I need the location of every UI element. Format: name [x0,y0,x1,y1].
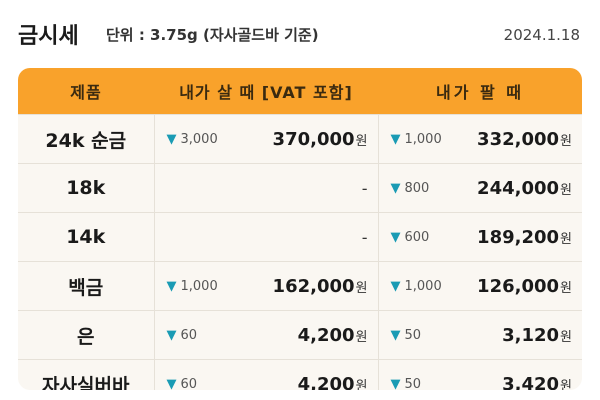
page-header: 금시세 단위 : 3.75g (자사골드바 기준) 2024.1.18 [0,0,600,62]
triangle-down-icon: ▼ [166,131,177,147]
sell-price-value: 126,000 [477,275,560,297]
buy-price-empty: - [361,227,368,247]
buy-change: ▼ 1,000 [167,279,218,294]
currency-unit: 원 [560,329,572,345]
buy-change: ▼ 3,000 [167,132,218,147]
product-name: 은 [18,310,154,360]
triangle-down-icon: ▼ [390,327,401,343]
sell-price: 332,000원 [477,129,572,150]
sell-change-value: 50 [404,376,422,391]
product-name: 자사실버바 [18,359,154,390]
buy-cell: - [153,212,378,262]
triangle-down-icon: ▼ [390,278,401,294]
sell-cell: ▼ 1,000 126,000원 [377,261,582,311]
currency-unit: 원 [560,378,572,391]
buy-change-value: 60 [180,376,198,391]
sell-cell: ▼ 50 3,420원 [377,359,582,391]
buy-price-value: 4,200 [297,373,355,391]
triangle-down-icon: ▼ [390,376,401,391]
currency-unit: 원 [355,280,368,296]
buy-price: 4,200원 [298,325,368,346]
currency-unit: 원 [560,280,572,296]
sell-cell: ▼ 50 3,120원 [377,310,582,360]
product-name: 18k [18,163,154,213]
sell-change-value: 600 [404,229,430,245]
sell-cell: ▼ 600 189,200원 [377,212,582,262]
sell-cell: ▼ 800 244,000원 [377,163,582,213]
sell-price-value: 3,120 [502,324,560,346]
triangle-down-icon: ▼ [166,327,177,343]
triangle-down-icon: ▼ [390,180,401,196]
buy-change-value: 60 [180,327,198,343]
sell-price: 3,120원 [502,325,572,346]
table-header: 제품 내가 살 때 [VAT 포함] 내가 팔 때 [18,68,582,115]
column-header-sell: 내가 팔 때 [378,68,582,115]
buy-cell: ▼ 1,000 162,000원 [153,261,378,311]
column-header-product: 제품 [18,68,154,115]
sell-price-value: 244,000 [477,177,560,199]
currency-unit: 원 [560,231,572,247]
sell-price-value: 189,200 [477,226,560,248]
table-row: 백금 ▼ 1,000 162,000원 ▼ 1,000 126,000원 [18,261,582,311]
sell-change: ▼ 1,000 [391,132,442,147]
buy-price-value: 162,000 [272,275,355,297]
triangle-down-icon: ▼ [166,376,177,391]
buy-cell: - [153,163,378,213]
page-title: 금시세 [18,24,79,49]
buy-price-value: 4,200 [297,324,355,346]
buy-cell: ▼ 60 4,200원 [153,310,378,360]
sell-change: ▼ 600 [391,230,430,245]
sell-price: 189,200원 [477,227,572,248]
sell-cell: ▼ 1,000 332,000원 [377,114,582,164]
sell-price-value: 3,420 [502,373,560,391]
date-label: 2024.1.18 [503,26,580,44]
sell-change-value: 1,000 [404,131,442,147]
sell-change: ▼ 50 [391,328,422,343]
column-header-buy: 내가 살 때 [VAT 포함] [154,68,378,115]
buy-change-value: 3,000 [180,131,218,147]
sell-change-value: 800 [404,180,430,196]
currency-unit: 원 [355,378,368,391]
buy-price: 162,000원 [273,276,368,297]
sell-change-value: 1,000 [404,278,442,294]
triangle-down-icon: ▼ [390,131,401,147]
buy-price: 370,000원 [273,129,368,150]
currency-unit: 원 [560,133,572,149]
sell-price: 244,000원 [477,178,572,199]
sell-change: ▼ 1,000 [391,279,442,294]
buy-change: ▼ 60 [167,328,198,343]
sell-change-value: 50 [404,327,422,343]
sell-price-value: 332,000 [477,128,560,150]
sell-price: 126,000원 [477,276,572,297]
sell-change: ▼ 50 [391,377,422,391]
table-row: 18k - ▼ 800 244,000원 [18,163,582,213]
triangle-down-icon: ▼ [166,278,177,294]
buy-price-value: 370,000 [272,128,355,150]
currency-unit: 원 [355,329,368,345]
table-row: 은 ▼ 60 4,200원 ▼ 50 3,120원 [18,310,582,360]
buy-change-value: 1,000 [180,278,218,294]
triangle-down-icon: ▼ [390,229,401,245]
buy-cell: ▼ 3,000 370,000원 [153,114,378,164]
product-name: 백금 [18,261,154,311]
table-row: 자사실버바 ▼ 60 4,200원 ▼ 50 3,420원 [18,359,582,391]
sell-change: ▼ 800 [391,181,430,196]
currency-unit: 원 [355,133,368,149]
buy-cell: ▼ 60 4,200원 [153,359,378,391]
table-body: 24k 순금 ▼ 3,000 370,000원 ▼ 1,000 332,000원 18k - ▼ 8… [18,114,582,391]
product-name: 24k 순금 [18,114,154,164]
buy-change: ▼ 60 [167,377,198,391]
buy-price: 4,200원 [298,374,368,391]
table-row: 24k 순금 ▼ 3,000 370,000원 ▼ 1,000 332,000원 [18,114,582,164]
price-table: 제품 내가 살 때 [VAT 포함] 내가 팔 때 24k 순금 ▼ 3,000 37… [18,68,582,390]
unit-note: 단위 : 3.75g (자사골드바 기준) [106,26,319,44]
buy-price-empty: - [361,178,368,198]
sell-price: 3,420원 [502,374,572,391]
table-row: 14k - ▼ 600 189,200원 [18,212,582,262]
product-name: 14k [18,212,154,262]
currency-unit: 원 [560,182,572,198]
